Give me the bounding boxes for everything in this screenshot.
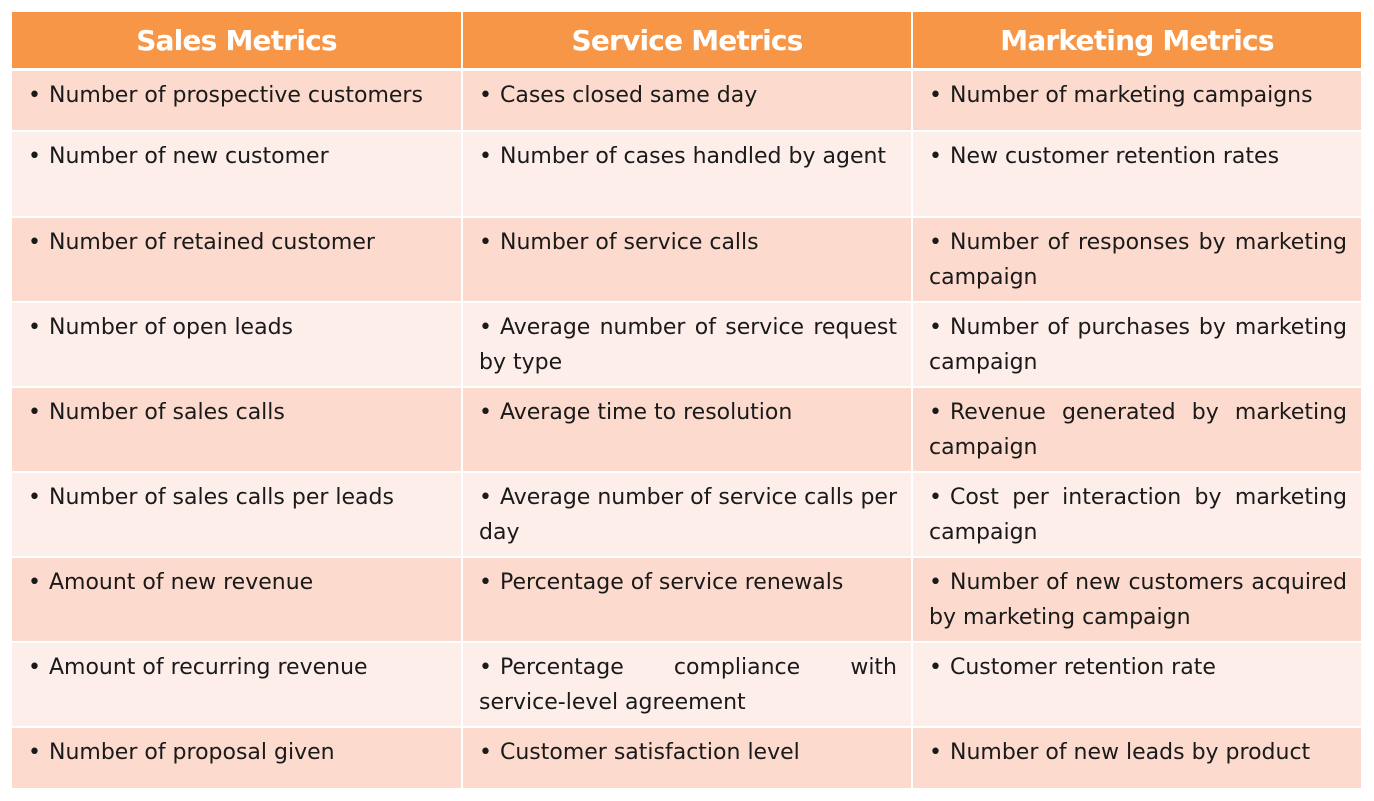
bullet-icon: •	[479, 654, 492, 680]
cell-text: Revenue generated by marketing campaign	[929, 399, 1347, 460]
service-metric-cell: • Number of cases handled by agent	[462, 130, 913, 218]
bullet-icon: •	[929, 143, 942, 169]
cell-text: New customer retention rates	[949, 143, 1280, 169]
service-metric-cell: • Number of service calls	[462, 216, 913, 303]
table-row: • Amount of new revenue • Percentage of se…	[12, 556, 1361, 643]
cell-text: Number of service calls	[499, 229, 759, 255]
metrics-table: Sales Metrics Service Metrics Marketing …	[12, 12, 1361, 790]
sales-metric-cell: • Number of proposal given	[12, 726, 463, 790]
bullet-icon: •	[929, 314, 942, 340]
cell-text: Amount of new revenue	[48, 569, 314, 595]
bullet-icon: •	[28, 399, 41, 425]
cell-text: Customer retention rate	[949, 654, 1216, 680]
bullet-icon: •	[929, 83, 942, 108]
bullet-icon: •	[929, 739, 942, 765]
bullet-icon: •	[479, 83, 492, 108]
cell-text: Cost per interaction by marketing campai…	[929, 484, 1347, 545]
bullet-icon: •	[479, 399, 492, 425]
marketing-metric-cell: • Number of new leads by product	[912, 726, 1361, 790]
sales-metric-cell: • Number of open leads	[12, 301, 463, 388]
header-marketing-metrics: Marketing Metrics	[912, 12, 1361, 71]
sales-metric-cell: • Number of sales calls	[12, 386, 463, 473]
bullet-icon: •	[479, 314, 492, 340]
table-row: • Number of retained customer • Number of …	[12, 216, 1361, 303]
bullet-icon: •	[28, 569, 41, 595]
cell-text: Percentage of service renewals	[499, 569, 844, 595]
table-row: • Amount of recurring revenue • Percentage…	[12, 641, 1361, 728]
cell-text: Number of new customer	[48, 143, 329, 169]
sales-metric-cell: • Amount of new revenue	[12, 556, 463, 643]
bullet-icon: •	[479, 143, 492, 169]
table-row: • Number of sales calls per leads • Averag…	[12, 471, 1361, 558]
bullet-icon: •	[479, 484, 492, 510]
header-service-metrics: Service Metrics	[462, 12, 913, 71]
marketing-metric-cell: • New customer retention rates	[912, 130, 1361, 218]
marketing-metric-cell: • Customer retention rate	[912, 641, 1361, 728]
cell-text: Number of open leads	[48, 314, 294, 340]
table-row: • Number of sales calls • Average time to …	[12, 386, 1361, 473]
cell-text: Number of proposal given	[48, 739, 335, 765]
cell-text: Average number of service calls per day	[479, 484, 897, 545]
cell-text: Number of purchases by marketing campaig…	[929, 314, 1347, 375]
bullet-icon: •	[28, 314, 41, 340]
table-row: • Number of new customer • Number of cases…	[12, 130, 1361, 218]
bullet-icon: •	[929, 569, 942, 595]
bullet-icon: •	[28, 143, 41, 169]
bullet-icon: •	[479, 569, 492, 595]
marketing-metric-cell: • Number of purchases by marketing campai…	[912, 301, 1361, 388]
cell-text: Number of new customers acquired by mark…	[929, 569, 1347, 630]
cell-text: Number of sales calls per leads	[48, 484, 394, 510]
cell-text: Number of retained customer	[48, 229, 375, 255]
sales-metric-cell: • Amount of recurring revenue	[12, 641, 463, 728]
sales-metric-cell: • Number of retained customer	[12, 216, 463, 303]
marketing-metric-cell: • Number of responses by marketing campai…	[912, 216, 1361, 303]
cell-text: Cases closed same day	[499, 83, 758, 108]
bullet-icon: •	[28, 484, 41, 510]
service-metric-cell: • Customer satisfaction level	[462, 726, 913, 790]
bullet-icon: •	[929, 229, 942, 255]
cell-text: Customer satisfaction level	[499, 739, 800, 765]
cell-text: Number of new leads by product	[949, 739, 1311, 765]
marketing-metric-cell: • Cost per interaction by marketing campa…	[912, 471, 1361, 558]
bullet-icon: •	[28, 83, 41, 108]
cell-text: Number of sales calls	[48, 399, 285, 425]
marketing-metric-cell: • Number of new customers acquired by mar…	[912, 556, 1361, 643]
bullet-icon: •	[28, 654, 41, 680]
service-metric-cell: • Percentage of service renewals	[462, 556, 913, 643]
table-row: • Number of prospective customers • Cases …	[12, 69, 1361, 132]
table-row: • Number of proposal given • Customer sati…	[12, 726, 1361, 790]
marketing-metric-cell: • Revenue generated by marketing campaign	[912, 386, 1361, 473]
cell-text: Amount of recurring revenue	[48, 654, 368, 680]
cell-text: Number of cases handled by agent	[499, 143, 887, 169]
marketing-metric-cell: • Number of marketing campaigns	[912, 69, 1361, 132]
bullet-icon: •	[479, 229, 492, 255]
bullet-icon: •	[929, 654, 942, 680]
bullet-icon: •	[929, 399, 942, 425]
service-metric-cell: • Percentage compliance with service-leve…	[462, 641, 913, 728]
cell-text: Percentage compliance with service-level…	[479, 654, 897, 715]
sales-metric-cell: • Number of prospective customers	[12, 69, 463, 132]
cell-text: Number of marketing campaigns	[949, 83, 1313, 108]
table-row: • Number of open leads • Average number of…	[12, 301, 1361, 388]
cell-text: Average time to resolution	[499, 399, 793, 425]
sales-metric-cell: • Number of new customer	[12, 130, 463, 218]
bullet-icon: •	[929, 484, 942, 510]
bullet-icon: •	[28, 229, 41, 255]
cell-text: Average number of service request by typ…	[479, 314, 897, 375]
service-metric-cell: • Average time to resolution	[462, 386, 913, 473]
cell-text: Number of prospective customers	[48, 83, 423, 108]
header-row: Sales Metrics Service Metrics Marketing …	[12, 12, 1361, 71]
cell-text: Number of responses by marketing campaig…	[929, 229, 1347, 290]
header-sales-metrics: Sales Metrics	[12, 12, 463, 71]
sales-metric-cell: • Number of sales calls per leads	[12, 471, 463, 558]
bullet-icon: •	[28, 739, 41, 765]
service-metric-cell: • Average number of service calls per day	[462, 471, 913, 558]
bullet-icon: •	[479, 739, 492, 765]
service-metric-cell: • Cases closed same day	[462, 69, 913, 132]
service-metric-cell: • Average number of service request by ty…	[462, 301, 913, 388]
